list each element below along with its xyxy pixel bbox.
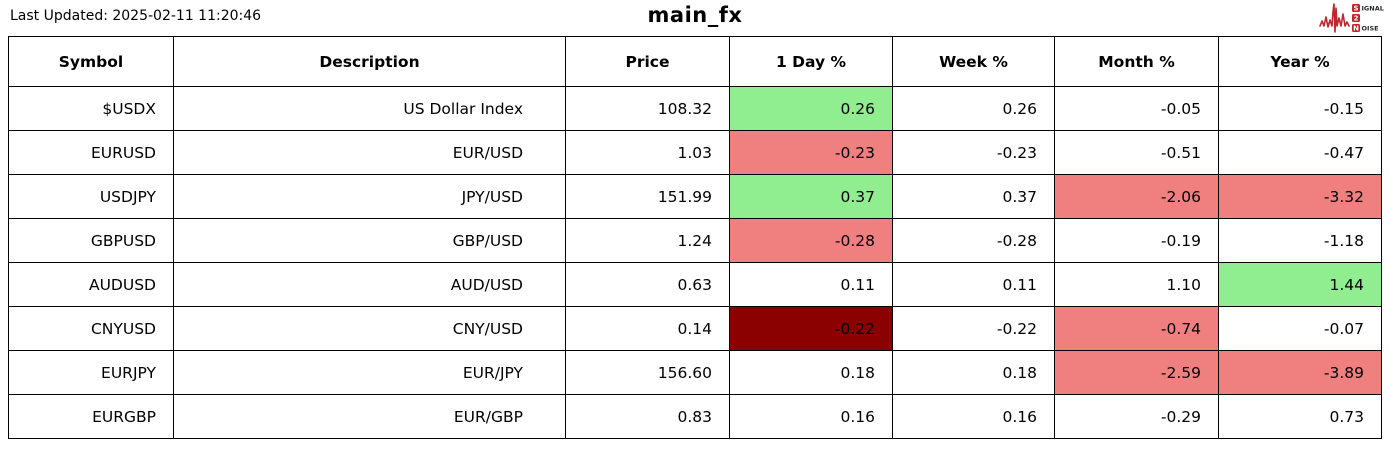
cell-week-pct: 0.16	[892, 394, 1055, 439]
table-row: EURGBP EUR/GBP 0.83 0.16 0.16 -0.29 0.73	[8, 394, 1382, 439]
column-header-description: Description	[173, 36, 566, 87]
cell-week-pct: -0.28	[892, 218, 1055, 263]
cell-year-pct: -3.89	[1218, 350, 1382, 395]
cell-week-pct: -0.22	[892, 306, 1055, 351]
cell-day-pct: 0.37	[729, 174, 893, 219]
logo-word-noise-rest: OISE	[1362, 25, 1379, 33]
cell-day-pct: 0.18	[729, 350, 893, 395]
cell-description: JPY/USD	[173, 174, 566, 219]
cell-symbol: EURUSD	[8, 130, 174, 175]
last-updated-label: Last Updated: 2025-02-11 11:20:46	[10, 8, 262, 24]
cell-day-pct: 0.16	[729, 394, 893, 439]
cell-day-pct: -0.28	[729, 218, 893, 263]
cell-symbol: EURJPY	[8, 350, 174, 395]
cell-year-pct: -0.15	[1218, 86, 1382, 131]
cell-price: 156.60	[565, 350, 730, 395]
cell-day-pct: -0.22	[729, 306, 893, 351]
cell-month-pct: -0.05	[1054, 86, 1219, 131]
cell-month-pct: -2.59	[1054, 350, 1219, 395]
column-header-day-pct: 1 Day %	[729, 36, 893, 87]
table-body: $USDX US Dollar Index 108.32 0.26 0.26 -0.05-…	[8, 86, 1382, 439]
cell-symbol: $USDX	[8, 86, 174, 131]
cell-day-pct: 0.26	[729, 86, 893, 131]
table-row: EURUSD EUR/USD 1.03 -0.23 -0.23 -0.51 -0.47	[8, 130, 1382, 175]
table-header-row: Symbol Description Price 1 Day % Week % …	[8, 36, 1382, 87]
fx-table: Symbol Description Price 1 Day % Week % …	[8, 36, 1382, 439]
cell-day-pct: 0.11	[729, 262, 893, 307]
logo-letter-s: S	[1353, 5, 1358, 13]
cell-description: EUR/JPY	[173, 350, 566, 395]
cell-month-pct: -0.29	[1054, 394, 1219, 439]
cell-year-pct: -0.07	[1218, 306, 1382, 351]
logo-waveform-icon: S 2 N IGNAL OISE	[1319, 3, 1384, 33]
cell-symbol: CNYUSD	[8, 306, 174, 351]
cell-week-pct: 0.26	[892, 86, 1055, 131]
table-row: AUDUSD AUD/USD 0.63 0.11 0.11 1.10 1.44	[8, 262, 1382, 307]
cell-description: AUD/USD	[173, 262, 566, 307]
cell-price: 1.03	[565, 130, 730, 175]
column-header-price: Price	[565, 36, 730, 87]
cell-month-pct: -0.51	[1054, 130, 1219, 175]
logo-letter-2: 2	[1354, 15, 1359, 23]
cell-year-pct: -0.47	[1218, 130, 1382, 175]
signal2noise-logo: S 2 N IGNAL OISE	[1319, 1, 1385, 35]
cell-symbol: USDJPY	[8, 174, 174, 219]
cell-price: 0.14	[565, 306, 730, 351]
cell-description: EUR/GBP	[173, 394, 566, 439]
table-row: USDJPY JPY/USD 151.99 0.37 0.37 -2.06 -3.32	[8, 174, 1382, 219]
column-header-month-pct: Month %	[1054, 36, 1219, 87]
cell-description: CNY/USD	[173, 306, 566, 351]
cell-year-pct: -1.18	[1218, 218, 1382, 263]
column-header-week-pct: Week %	[892, 36, 1055, 87]
logo-letter-n: N	[1353, 25, 1359, 33]
cell-year-pct: -3.32	[1218, 174, 1382, 219]
column-header-year-pct: Year %	[1218, 36, 1382, 87]
cell-price: 1.24	[565, 218, 730, 263]
cell-price: 108.32	[565, 86, 730, 131]
table-row: $USDX US Dollar Index 108.32 0.26 0.26 -0.05-…	[8, 86, 1382, 131]
cell-day-pct: -0.23	[729, 130, 893, 175]
logo-word-signal-rest: IGNAL	[1362, 5, 1384, 13]
cell-symbol: EURGBP	[8, 394, 174, 439]
cell-price: 0.63	[565, 262, 730, 307]
fx-table-container: Symbol Description Price 1 Day % Week % …	[8, 36, 1382, 439]
cell-month-pct: -0.19	[1054, 218, 1219, 263]
cell-price: 0.83	[565, 394, 730, 439]
page-title: main_fx	[647, 3, 743, 27]
cell-symbol: AUDUSD	[8, 262, 174, 307]
cell-month-pct: -0.74	[1054, 306, 1219, 351]
cell-week-pct: -0.23	[892, 130, 1055, 175]
cell-description: EUR/USD	[173, 130, 566, 175]
cell-week-pct: 0.18	[892, 350, 1055, 395]
cell-month-pct: 1.10	[1054, 262, 1219, 307]
cell-symbol: GBPUSD	[8, 218, 174, 263]
table-row: GBPUSD GBP/USD 1.24 -0.28 -0.28 -0.19 -1.18	[8, 218, 1382, 263]
column-header-symbol: Symbol	[8, 36, 174, 87]
cell-price: 151.99	[565, 174, 730, 219]
cell-year-pct: 0.73	[1218, 394, 1382, 439]
cell-year-pct: 1.44	[1218, 262, 1382, 307]
cell-week-pct: 0.37	[892, 174, 1055, 219]
table-row: CNYUSD CNY/USD 0.14 -0.22 -0.22 -0.74 -0.07	[8, 306, 1382, 351]
cell-month-pct: -2.06	[1054, 174, 1219, 219]
cell-week-pct: 0.11	[892, 262, 1055, 307]
cell-description: GBP/USD	[173, 218, 566, 263]
cell-description: US Dollar Index	[173, 86, 566, 131]
table-row: EURJPY EUR/JPY 156.60 0.18 0.18 -2.59 -3.89	[8, 350, 1382, 395]
